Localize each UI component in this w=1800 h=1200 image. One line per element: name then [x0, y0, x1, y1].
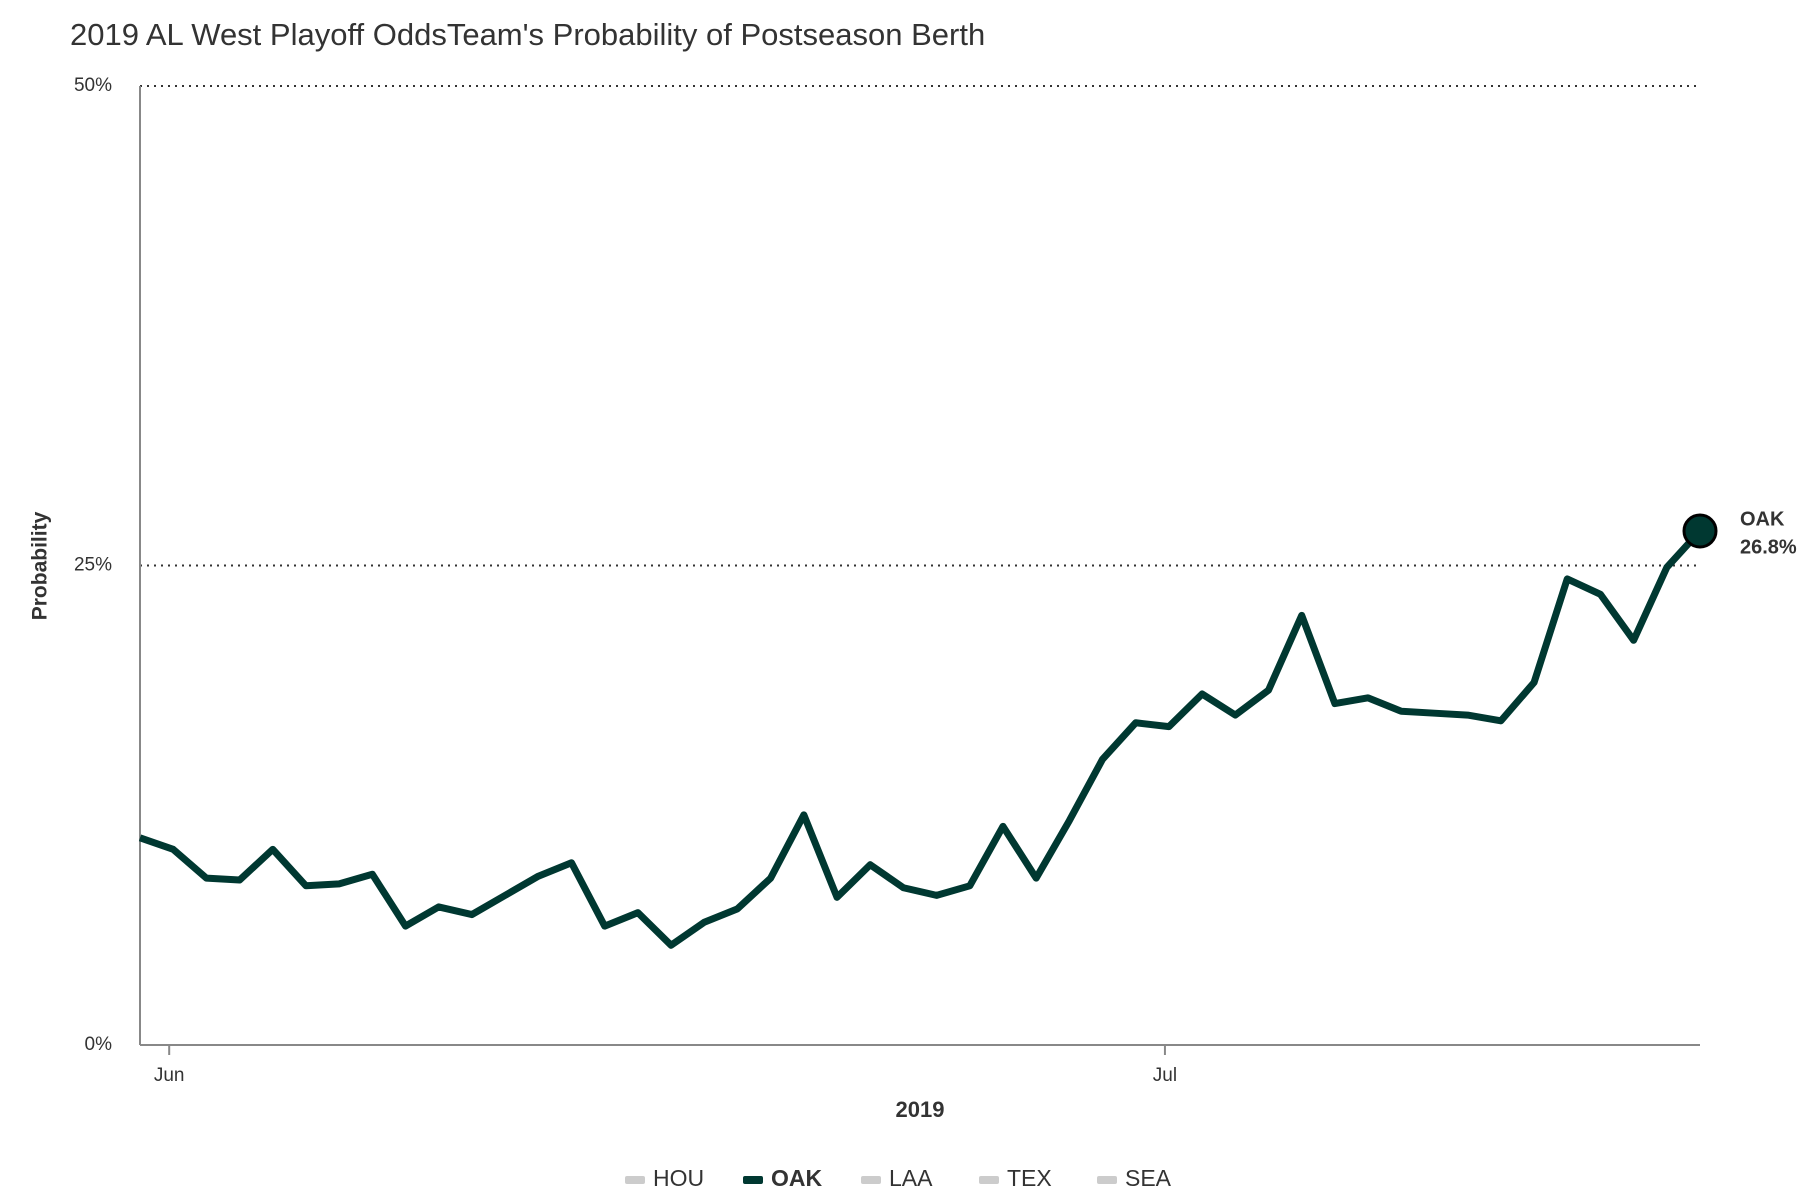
y-tick-label: 25% [74, 555, 112, 576]
legend-swatch [743, 1176, 763, 1184]
legend-label[interactable]: LAA [889, 1165, 933, 1191]
end-label-value: 26.8% [1740, 536, 1797, 558]
legend-swatch [979, 1176, 999, 1184]
series-line [138, 528, 1703, 949]
x-tick-label: Jul [1153, 1065, 1177, 1086]
end-label-name: OAK [1740, 508, 1785, 530]
y-tick-label: 50% [74, 75, 112, 96]
end-point [1682, 513, 1718, 549]
legend-label[interactable]: OAK [771, 1165, 823, 1191]
x-tick-label: Jun [154, 1065, 185, 1086]
y-axis-label: Probability [29, 511, 52, 620]
legend-label[interactable]: HOU [653, 1165, 704, 1191]
chart-title: 2019 AL West Playoff OddsTeam's Probabil… [70, 17, 985, 52]
legend-label[interactable]: SEA [1125, 1165, 1172, 1191]
legend-swatch [861, 1176, 881, 1184]
x-axis-label: 2019 [896, 1097, 945, 1122]
legend-swatch [1097, 1176, 1117, 1184]
legend-label[interactable]: TEX [1007, 1165, 1052, 1191]
legend-swatch [625, 1176, 645, 1184]
y-tick-label: 0% [85, 1034, 113, 1055]
